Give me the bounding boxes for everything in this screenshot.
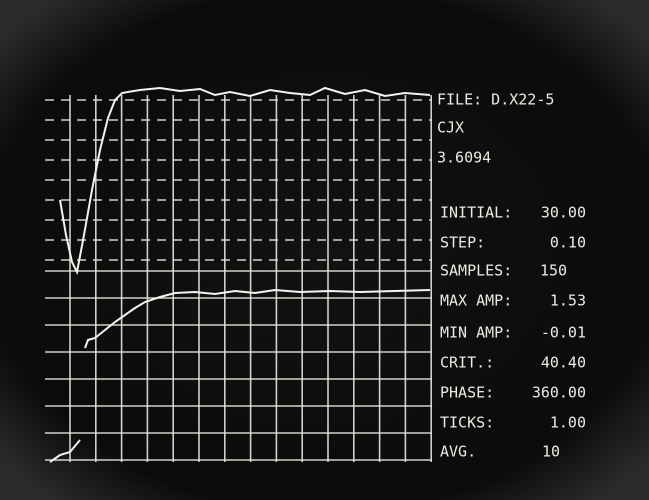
param-label: STEP:	[440, 234, 485, 252]
param-value: 40.40	[541, 354, 586, 372]
param-value: 360.00	[532, 384, 586, 402]
param-label: PHASE:	[440, 384, 494, 402]
param-value: 150	[540, 262, 567, 280]
header-line: CJX	[437, 119, 464, 137]
param-label: SAMPLES:	[440, 262, 512, 280]
file-name: FILE: D.X22-5	[437, 91, 554, 109]
param-label: INITIAL:	[440, 204, 512, 222]
param-label: TICKS:	[440, 414, 494, 432]
param-value: 1.00	[550, 414, 586, 432]
crt-screen: FILE: D.X22-5 CJX 3.6094 INITIAL: 30.00 …	[0, 0, 649, 500]
param-label: CRIT.:	[440, 354, 494, 372]
param-value: 1.53	[550, 292, 586, 310]
param-label: MIN AMP:	[440, 324, 512, 342]
param-label: AVG.	[440, 443, 476, 461]
param-value: -0.01	[541, 324, 586, 342]
param-label: MAX AMP:	[440, 292, 512, 310]
param-value: 10	[542, 443, 560, 461]
param-value: 30.00	[541, 204, 586, 222]
param-value: 0.10	[550, 234, 586, 252]
header-line: 3.6094	[437, 149, 491, 167]
